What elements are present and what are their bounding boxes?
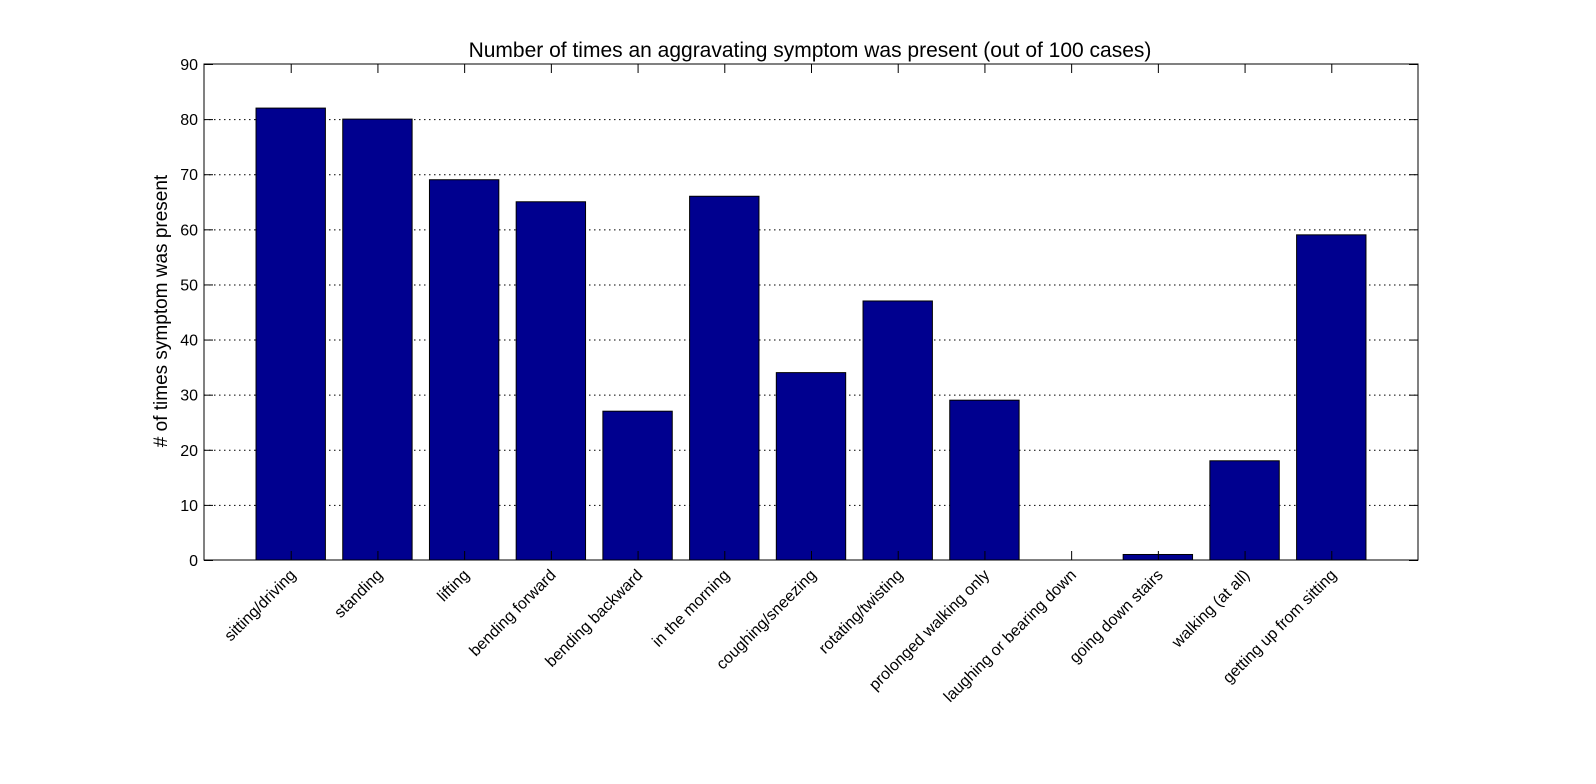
bar — [775, 372, 847, 561]
bar — [862, 300, 933, 561]
y-tick-label: 30 — [180, 388, 198, 405]
bar — [515, 201, 587, 561]
bar — [342, 118, 413, 561]
y-tick-label: 40 — [180, 333, 198, 350]
y-tick-labels: 0 10 20 30 40 50 60 70 80 90 — [180, 57, 198, 570]
bar — [1209, 460, 1280, 561]
bar — [1296, 234, 1367, 561]
y-tick-label: 90 — [180, 57, 198, 74]
y-axis-label: # of times symptom was present — [151, 174, 172, 447]
chart-title: Number of times an aggravating symptom w… — [469, 39, 1152, 62]
bars — [255, 107, 1367, 561]
y-tick-label: 10 — [180, 498, 198, 515]
y-tick-label: 60 — [180, 222, 198, 239]
bar — [689, 195, 760, 561]
tick-marks — [204, 64, 1418, 561]
bar — [428, 179, 500, 561]
y-tick-label: 0 — [189, 553, 198, 570]
bar — [602, 410, 673, 561]
bar — [949, 399, 1020, 561]
y-tick-label: 80 — [180, 112, 198, 129]
y-tick-label: 20 — [180, 443, 198, 460]
bar — [255, 107, 326, 561]
y-tick-label: 50 — [180, 277, 198, 294]
y-tick-label: 70 — [180, 167, 198, 184]
